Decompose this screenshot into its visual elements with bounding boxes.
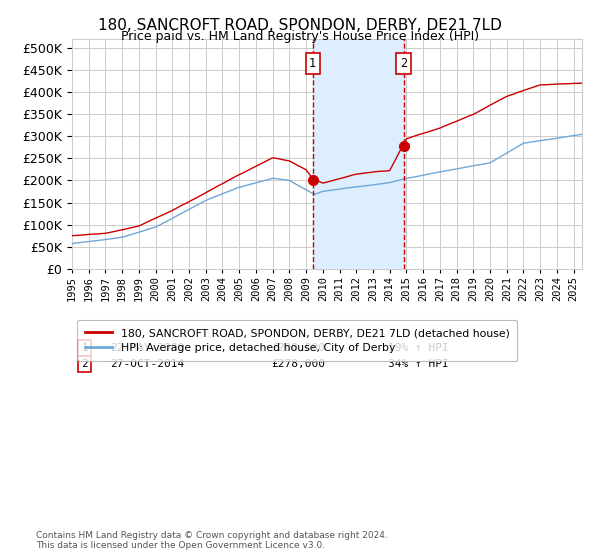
Text: 19% ↑ HPI: 19% ↑ HPI — [388, 343, 449, 353]
Text: 2: 2 — [82, 359, 88, 369]
Text: 2: 2 — [400, 57, 407, 70]
Text: 180, SANCROFT ROAD, SPONDON, DERBY, DE21 7LD: 180, SANCROFT ROAD, SPONDON, DERBY, DE21… — [98, 18, 502, 34]
Text: Contains HM Land Registry data © Crown copyright and database right 2024.
This d: Contains HM Land Registry data © Crown c… — [36, 530, 388, 550]
Text: 27-OCT-2014: 27-OCT-2014 — [110, 359, 185, 369]
Text: £200,000: £200,000 — [271, 343, 325, 353]
Text: 22-MAY-2009: 22-MAY-2009 — [110, 343, 185, 353]
Text: Price paid vs. HM Land Registry's House Price Index (HPI): Price paid vs. HM Land Registry's House … — [121, 30, 479, 43]
Text: 34% ↑ HPI: 34% ↑ HPI — [388, 359, 449, 369]
Text: £278,000: £278,000 — [271, 359, 325, 369]
Text: 1: 1 — [309, 57, 316, 70]
Bar — [313, 39, 404, 269]
Legend: 180, SANCROFT ROAD, SPONDON, DERBY, DE21 7LD (detached house), HPI: Average pric: 180, SANCROFT ROAD, SPONDON, DERBY, DE21… — [77, 320, 517, 361]
Text: 1: 1 — [82, 343, 88, 353]
